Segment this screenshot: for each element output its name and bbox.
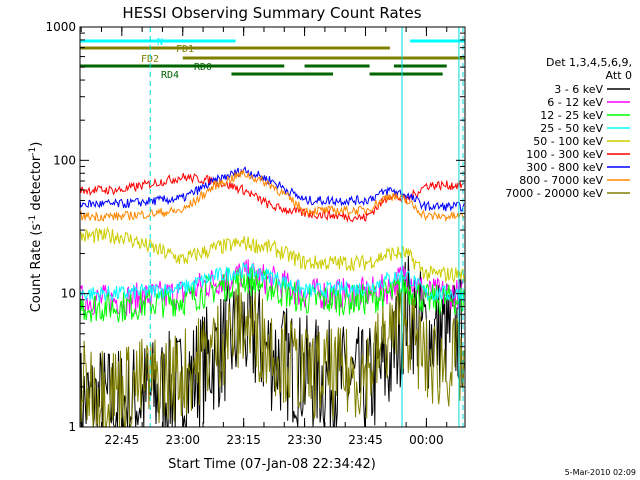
x-tick-label: 23:00 [165,433,200,447]
flag-label-fd1: FD1 [176,44,194,55]
flag-label-rd4: RD4 [161,70,179,81]
y-tick-label: 1 [68,420,76,434]
time-markers [149,27,464,427]
flag-label-n: N [157,37,163,48]
series-line-3 [79,262,465,303]
legend-subtitle: Att 0 [606,69,632,82]
legend-title: Det 1,3,4,5,6,9, [546,56,632,69]
footer-date: 5-Mar-2010 02:09 [565,468,636,477]
legend-label: 7000 - 20000 keV [505,187,603,200]
legend-label: 300 - 800 keV [526,161,603,174]
series-line-6 [79,166,465,212]
flag-label-rd0: RD0 [194,62,212,73]
x-tick-label: 23:15 [226,433,261,447]
series-line-5 [79,172,465,223]
x-tick-label: 00:00 [409,433,444,447]
x-tick-label: 23:30 [287,433,322,447]
legend-label: 25 - 50 keV [540,122,603,135]
legend-label: 800 - 7000 keV [519,174,603,187]
series-line-4 [79,226,465,284]
series-layer [79,166,465,428]
x-axis-label: Start Time (07-Jan-08 22:34:42) [168,457,376,472]
y-tick-label: 1000 [45,20,76,34]
series-line-1 [79,259,465,317]
series-line-8 [79,282,465,428]
legend-label: 3 - 6 keV [554,83,603,96]
observing-flags: N FD1 FD2 RD0 RD4 [80,37,465,81]
x-tick-label: 22:45 [105,433,140,447]
legend-label: 6 - 12 keV [547,96,603,109]
series-line-7 [79,169,465,223]
x-tick-label: 23:45 [348,433,383,447]
legend-label: 12 - 25 keV [540,109,603,122]
plot-frame [79,26,466,428]
x-axis: 22:45 23:00 23:15 23:30 23:45 00:00 [80,27,448,447]
y-tick-label: 100 [53,153,76,167]
y-axis-label: Count Rate (s-1 detector-1) [28,142,44,313]
legend-label: 50 - 100 keV [533,135,603,148]
y-tick-label: 10 [61,287,76,301]
chart-title: HESSI Observing Summary Count Rates [122,4,421,22]
series-line-0 [79,255,465,428]
flag-label-fd2: FD2 [141,54,159,65]
legend-label: 100 - 300 keV [526,148,603,161]
